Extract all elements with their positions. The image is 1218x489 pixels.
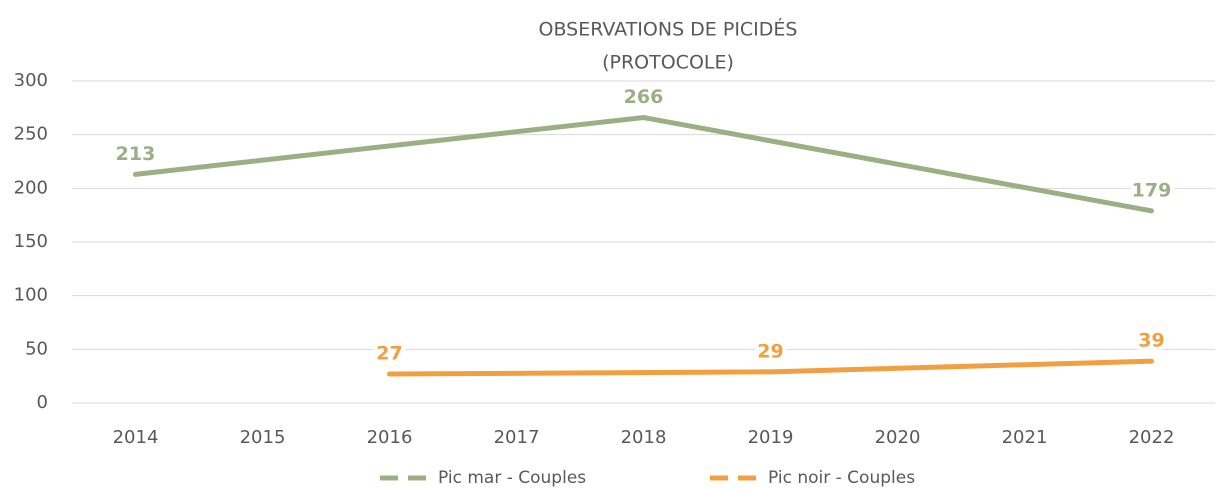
series-line [133, 114, 1154, 214]
y-tick-label: 0 [37, 392, 48, 413]
data-label: 29 [757, 340, 783, 362]
y-tick-label: 100 [14, 285, 48, 306]
x-tick-label: 2018 [621, 427, 667, 448]
data-label: 39 [1138, 330, 1164, 352]
x-tick-label: 2016 [367, 427, 413, 448]
data-label: 179 [1132, 179, 1172, 201]
data-label: 266 [624, 86, 664, 108]
y-tick-label: 200 [14, 177, 48, 198]
x-tick-label: 2017 [494, 427, 540, 448]
x-tick-label: 2022 [1129, 427, 1175, 448]
chart-title: (PROTOCOLE) [602, 52, 734, 74]
y-tick-label: 150 [14, 231, 48, 252]
y-tick-label: 50 [25, 338, 48, 359]
x-tick-label: 2019 [748, 427, 794, 448]
x-tick-label: 2014 [113, 427, 159, 448]
legend-label: Pic noir - Couples [768, 468, 915, 488]
chart-title: OBSERVATIONS DE PICIDÉS [539, 18, 798, 41]
y-tick-label: 300 [14, 70, 48, 91]
x-tick-label: 2020 [875, 427, 921, 448]
data-label: 27 [376, 343, 402, 365]
x-tick-label: 2021 [1002, 427, 1048, 448]
y-tick-label: 250 [14, 124, 48, 145]
series-line [387, 358, 1154, 377]
data-label: 213 [116, 143, 156, 165]
x-tick-label: 2015 [240, 427, 286, 448]
legend-label: Pic mar - Couples [438, 468, 586, 488]
